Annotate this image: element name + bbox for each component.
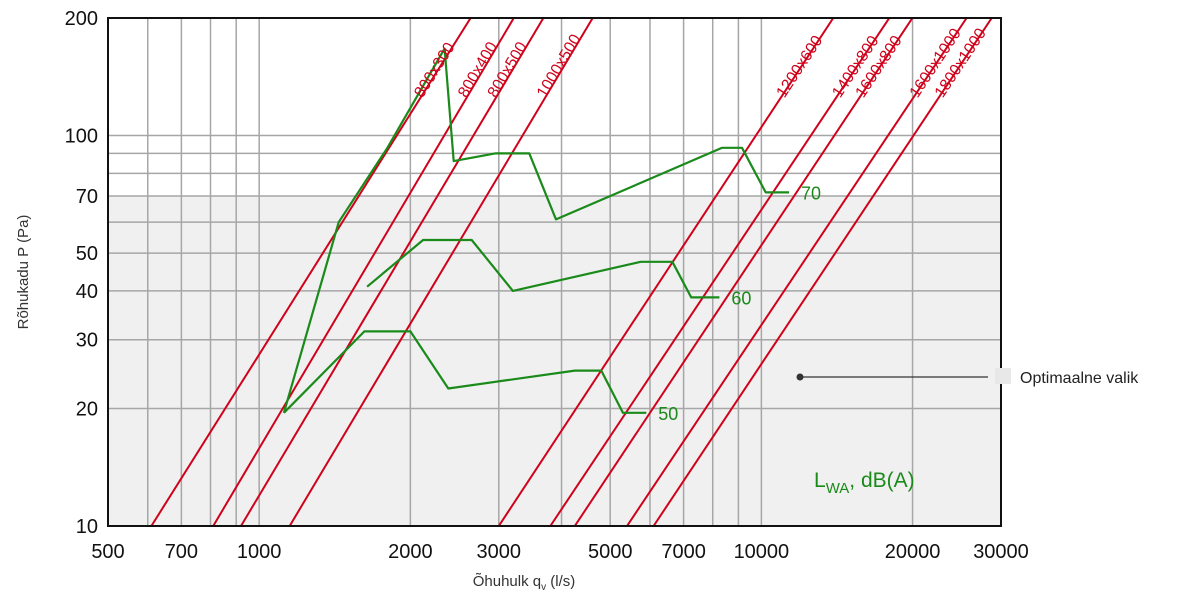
x-tick-label: 30000 (973, 541, 1029, 563)
x-tick-label: 20000 (885, 541, 941, 563)
lwa-annotation: LWA, dB(A) (814, 469, 915, 497)
duct-line-1200x600 (497, 18, 835, 526)
sound-line-70 (282, 47, 789, 414)
y-axis-title: Rõhukadu P (Pa) (15, 215, 32, 330)
duct-line-1800x1000 (652, 18, 993, 526)
duct-line-1600x1000 (626, 18, 968, 526)
optimal-region (108, 196, 1001, 526)
sound-line-60 (366, 238, 720, 299)
x-axis-title: Õhuhulk qv (l/s) (473, 573, 576, 593)
y-tick-label: 200 (65, 8, 98, 30)
x-tick-label: 700 (165, 541, 198, 563)
sound-line-50 (283, 330, 647, 414)
x-tick-label: 2000 (388, 541, 433, 563)
y-tick-label: 100 (65, 126, 98, 148)
duct-line-1600x800 (573, 18, 914, 526)
y-tick-label: 30 (76, 330, 98, 352)
y-tick-label: 50 (76, 243, 98, 265)
x-tick-label: 7000 (661, 541, 706, 563)
sound-level-lines: 50 60 70 (282, 47, 821, 424)
x-tick-label: 10000 (734, 541, 790, 563)
sound-label-50: 50 (658, 404, 678, 424)
duct-line-800x400 (212, 18, 515, 526)
legend-swatch (995, 368, 1011, 384)
legend-label: Optimaalne valik (1020, 370, 1139, 387)
tick-labels: 500 700 1000 2000 3000 5000 7000 10000 20000 3000… (65, 8, 1029, 563)
x-tick-label: 3000 (477, 541, 522, 563)
legend-pointer-dot (796, 373, 804, 381)
duct-line-800x500 (240, 18, 545, 526)
x-tick-label: 5000 (588, 541, 633, 563)
y-tick-label: 10 (76, 516, 98, 538)
y-tick-label: 20 (76, 398, 98, 420)
plot-frame (107, 17, 1002, 527)
duct-line-1400x800 (549, 18, 891, 526)
x-tick-label: 1000 (237, 541, 282, 563)
duct-line-1000x500 (288, 18, 594, 526)
sound-label-70: 70 (801, 183, 821, 203)
x-tick-label: 500 (91, 541, 124, 563)
y-tick-label: 40 (76, 281, 98, 303)
y-tick-label: 70 (76, 186, 98, 208)
duct-size-lines (150, 18, 993, 526)
duct-line-800x300 (150, 18, 472, 526)
sound-label-60: 60 (731, 288, 751, 308)
